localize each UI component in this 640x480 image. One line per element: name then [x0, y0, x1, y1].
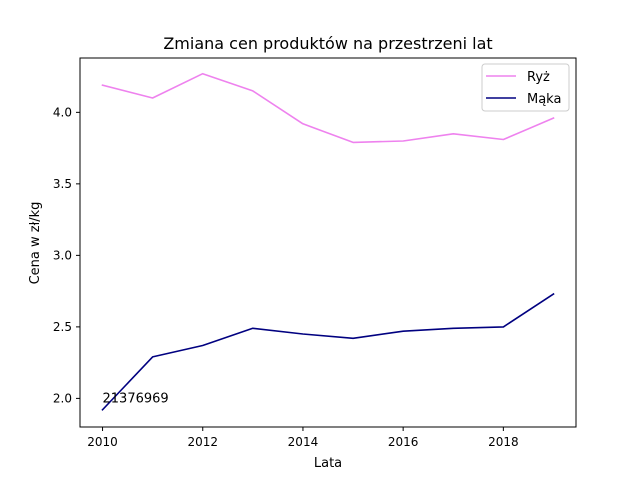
legend: Ryż Mąka: [481, 63, 570, 112]
data-point-series1-2019: [552, 292, 556, 296]
legend-label-0: Ryż: [527, 70, 550, 85]
data-point-series0-2014: [301, 122, 305, 126]
y-tick-label: 3.0: [53, 248, 72, 262]
y-tick-label: 2.0: [53, 391, 72, 405]
y-tick-label: 3.5: [53, 177, 72, 191]
data-point-series1-2012: [201, 344, 205, 348]
series-line-0: [101, 72, 555, 144]
series-line-1: [101, 292, 555, 411]
data-point-series0-2010: [101, 83, 105, 87]
data-point-series0-2019: [552, 116, 556, 120]
data-point-series1-2017: [451, 326, 455, 330]
x-tick-label: 2016: [388, 435, 419, 449]
data-point-series1-2013: [251, 326, 255, 330]
data-point-series0-2018: [501, 138, 505, 142]
data-point-series1-2018: [501, 325, 505, 329]
data-point-series1-2014: [301, 332, 305, 336]
x-tick-label: 2012: [187, 435, 218, 449]
plot-area-frame: [79, 57, 577, 428]
annotation-text: 21376969: [103, 392, 169, 407]
chart-title: Zmiana cen produktów na przestrzeni lat: [163, 34, 492, 53]
y-tick-label: 4.0: [53, 105, 72, 119]
x-tick-label: 2018: [488, 435, 519, 449]
data-point-series0-2016: [401, 139, 405, 143]
data-point-series1-2010: [101, 408, 105, 412]
data-point-series0-2012: [201, 72, 205, 76]
x-tick-label: 2014: [288, 435, 319, 449]
x-axis-label: Lata: [314, 456, 342, 471]
data-point-series1-2016: [401, 329, 405, 333]
data-point-series0-2015: [351, 140, 355, 144]
y-axis-label: Cena w zł/kg: [28, 202, 43, 285]
x-tick-label: 2010: [87, 435, 118, 449]
data-point-series1-2011: [151, 355, 155, 359]
data-point-series0-2013: [251, 89, 255, 93]
data-point-series1-2015: [351, 336, 355, 340]
data-point-series0-2011: [151, 96, 155, 100]
legend-label-1: Mąka: [527, 92, 561, 107]
data-point-series0-2017: [451, 132, 455, 136]
y-tick-label: 2.5: [53, 320, 72, 334]
